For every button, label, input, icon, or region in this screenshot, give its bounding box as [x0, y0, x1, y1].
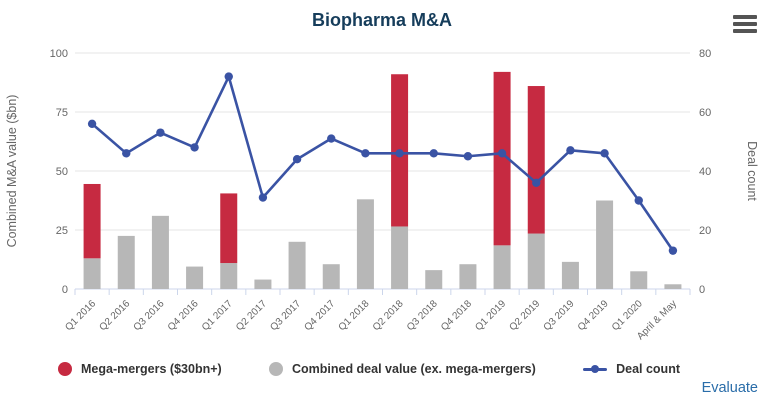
- x-axis-category-label: Q2 2017: [234, 298, 269, 333]
- deal-count-point[interactable]: [497, 149, 507, 158]
- bar-combined-deal-value[interactable]: [561, 261, 579, 289]
- evaluate-credit[interactable]: Evaluate: [701, 380, 758, 396]
- deal-count-point[interactable]: [395, 149, 404, 158]
- deal-count-point[interactable]: [87, 119, 97, 128]
- bar-combined-deal-value[interactable]: [459, 264, 477, 289]
- left-axis-tick-label: 25: [56, 225, 68, 237]
- bar-combined-deal-value[interactable]: [288, 241, 306, 289]
- x-axis-category-label: Q4 2019: [576, 298, 611, 333]
- bar-combined-deal-value[interactable]: [527, 233, 545, 289]
- bar-combined-deal-value[interactable]: [186, 266, 204, 289]
- legend-item-combined-deal-value[interactable]: Combined deal value (ex. mega-mergers): [268, 362, 536, 376]
- right-axis-title: Deal count: [745, 141, 759, 201]
- legend-label-mega-mergers: Mega-mergers ($30bn+): [81, 362, 222, 376]
- deal-count-point[interactable]: [122, 149, 131, 158]
- legend-label-deal-count: Deal count: [616, 362, 680, 376]
- deal-count-point[interactable]: [600, 149, 609, 158]
- legend-item-mega-mergers[interactable]: Mega-mergers ($30bn+): [58, 362, 222, 376]
- bar-combined-deal-value[interactable]: [493, 245, 511, 289]
- x-axis-category-label: Q1 2016: [63, 298, 98, 333]
- hamburger-bar: [733, 15, 757, 19]
- deal-count-point[interactable]: [190, 143, 199, 152]
- right-axis-tick-label: 80: [699, 48, 711, 60]
- deal-count-point[interactable]: [292, 155, 302, 164]
- x-axis-category-label: Q4 2018: [439, 298, 474, 333]
- bar-combined-deal-value[interactable]: [151, 215, 169, 289]
- deal-count-point[interactable]: [429, 149, 438, 158]
- x-axis-category-label: Q3 2017: [268, 298, 303, 333]
- bar-combined-deal-value[interactable]: [83, 258, 101, 289]
- x-axis-category-label: Q1 2020: [610, 298, 645, 333]
- legend-marker-mega-mergers-icon: [58, 362, 72, 376]
- x-axis-category-label: Q2 2018: [371, 298, 406, 333]
- x-axis-category-label: Q4 2016: [166, 298, 201, 333]
- deal-count-point[interactable]: [532, 178, 541, 187]
- deal-count-point[interactable]: [361, 149, 370, 158]
- hamburger-bar: [733, 29, 757, 33]
- bar-combined-deal-value[interactable]: [356, 199, 374, 289]
- right-axis-tick-label: 40: [699, 166, 711, 178]
- legend-marker-deal-count-icon: [583, 362, 608, 376]
- deal-count-point[interactable]: [156, 128, 165, 137]
- deal-count-point[interactable]: [668, 246, 678, 255]
- bar-combined-deal-value[interactable]: [117, 235, 135, 289]
- x-axis-category-label: Q4 2017: [302, 298, 337, 333]
- bar-combined-deal-value[interactable]: [391, 226, 409, 289]
- x-axis-category-label: Q3 2018: [405, 298, 440, 333]
- bar-mega-mergers[interactable]: [493, 71, 511, 246]
- bar-combined-deal-value[interactable]: [254, 279, 272, 289]
- deal-count-point[interactable]: [463, 152, 473, 161]
- right-axis-tick-label: 20: [699, 225, 711, 237]
- deal-count-line: [90, 75, 675, 252]
- bar-mega-mergers[interactable]: [83, 183, 101, 259]
- bar-combined-deal-value[interactable]: [664, 284, 682, 289]
- bar-combined-deal-value[interactable]: [425, 270, 443, 289]
- left-axis-tick-label: 0: [62, 284, 68, 296]
- deal-count-point[interactable]: [566, 146, 575, 155]
- left-axis-title: Combined M&A value ($bn): [5, 95, 19, 248]
- bar-combined-deal-value[interactable]: [596, 200, 614, 290]
- x-axis-category-label: Q1 2018: [337, 298, 372, 333]
- bar-combined-deal-value[interactable]: [322, 264, 340, 289]
- left-axis-tick-label: 75: [56, 107, 68, 119]
- bar-combined-deal-value[interactable]: [220, 263, 238, 289]
- left-axis-tick-label: 100: [50, 48, 68, 60]
- legend-label-combined-deal-value: Combined deal value (ex. mega-mergers): [291, 362, 536, 376]
- x-axis-category-label: Q1 2017: [200, 298, 235, 333]
- deal-count-point[interactable]: [258, 193, 268, 202]
- chart-title: Biopharma M&A: [311, 10, 452, 30]
- bar-mega-mergers[interactable]: [527, 86, 545, 234]
- right-axis-tick-label: 60: [699, 107, 711, 119]
- bar-mega-mergers[interactable]: [220, 193, 238, 264]
- deal-count-point[interactable]: [327, 134, 336, 143]
- deal-count-point[interactable]: [224, 72, 233, 81]
- x-axis-category-label: Q2 2019: [507, 298, 542, 333]
- hamburger-menu-icon[interactable]: [733, 14, 757, 34]
- plot-area: 0 25 50 75 100 0 20 40 60 80 Combined M&A value ($…: [5, 48, 759, 342]
- x-axis-category-label: Q3 2019: [542, 298, 577, 333]
- x-axis-category-label: Q1 2019: [473, 298, 508, 333]
- left-axis-tick-label: 50: [56, 166, 68, 178]
- deal-count-point[interactable]: [634, 196, 643, 205]
- x-axis-category-label: Q2 2016: [97, 298, 132, 333]
- right-axis-tick-label: 0: [699, 284, 705, 296]
- bar-combined-deal-value[interactable]: [630, 271, 648, 289]
- legend-item-deal-count[interactable]: Deal count: [583, 362, 680, 376]
- x-axis-category-label: Q3 2016: [132, 298, 167, 333]
- legend-marker-combined-deal-value-icon: [268, 362, 283, 376]
- legend: Mega-mergers ($30bn+) Combined deal valu…: [58, 362, 680, 376]
- hamburger-bar: [733, 22, 757, 26]
